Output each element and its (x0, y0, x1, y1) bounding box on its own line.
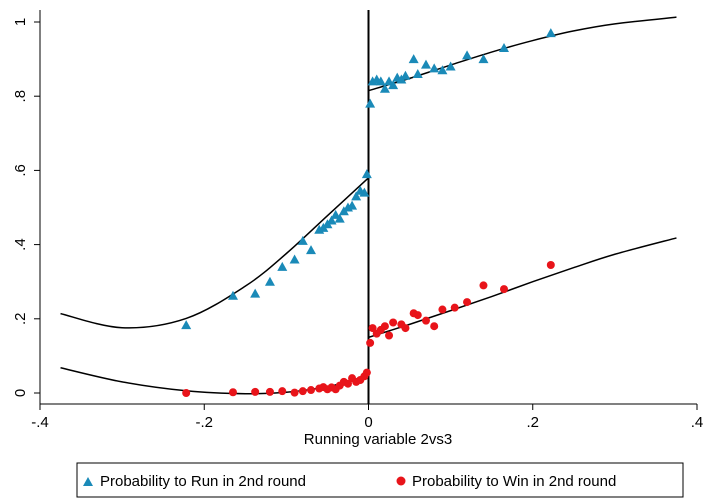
data-point-run (334, 213, 345, 223)
data-point-run (412, 68, 423, 78)
data-point-run (445, 61, 456, 71)
legend-circle-icon (396, 476, 406, 486)
data-point-win (463, 298, 472, 307)
x-axis-title: Running variable 2vs3 (304, 431, 452, 448)
data-point-run (545, 28, 556, 38)
data-point-run (264, 276, 275, 286)
data-point-run (181, 320, 192, 330)
data-point-run (347, 200, 358, 210)
data-point-win (500, 285, 509, 294)
legend: Probability to Run in 2nd round Probabil… (76, 462, 684, 498)
data-point-win (450, 303, 459, 312)
data-point-win (430, 322, 439, 331)
legend-box (76, 462, 684, 498)
data-point-win (228, 388, 237, 397)
data-point-run (379, 83, 390, 93)
data-point-win (438, 305, 447, 314)
data-point-win (278, 387, 287, 396)
data-point-run (306, 245, 317, 255)
data-point-run (359, 187, 370, 197)
data-point-win (546, 261, 555, 270)
data-point-run (297, 235, 308, 245)
x-axis-ticks: -.4 -.2 0 .2 .4 (31, 404, 703, 431)
data-point-run (277, 261, 288, 271)
legend-label-win: Probability to Win in 2nd round (412, 473, 616, 490)
data-point-win (290, 388, 299, 397)
data-point-win (298, 387, 307, 396)
data-point-win (307, 386, 316, 395)
x-tick-label: -.4 (31, 414, 49, 431)
data-point-run (429, 63, 440, 73)
x-tick-label: 0 (364, 414, 372, 431)
data-point-run (250, 288, 261, 298)
data-point-win (413, 311, 422, 320)
fit-curve-run-left (60, 177, 370, 329)
y-tick-label: .4 (12, 238, 29, 251)
data-point-win (251, 387, 260, 396)
y-tick-label: 0 (12, 389, 29, 397)
fit-curve-run-right (368, 16, 677, 92)
data-point-win (479, 281, 488, 290)
plot-area: 0 .2 .4 .6 .8 1 -.4 -.2 0 .2 .4 (12, 10, 703, 431)
scatter-points (181, 28, 556, 397)
x-tick-label: -.2 (195, 414, 213, 431)
data-point-run (462, 50, 473, 60)
data-point-run (289, 254, 300, 264)
data-point-run (375, 76, 386, 86)
data-point-win (380, 322, 389, 331)
data-point-win (366, 338, 375, 347)
data-point-win (385, 331, 394, 340)
data-point-win (389, 318, 398, 327)
y-axis-ticks: 0 .2 .4 .6 .8 1 (12, 18, 40, 397)
data-point-run (365, 98, 376, 108)
data-point-win (421, 316, 430, 325)
data-point-win (343, 379, 352, 388)
fit-curve-win-right (368, 237, 677, 339)
data-point-run (351, 191, 362, 201)
data-point-run (227, 290, 238, 300)
data-point-run (400, 70, 411, 80)
x-tick-label: .4 (691, 414, 704, 431)
data-point-run (326, 215, 337, 225)
data-point-run (420, 59, 431, 69)
y-tick-label: 1 (12, 18, 29, 26)
data-point-win (401, 324, 410, 333)
data-point-win (182, 389, 191, 397)
data-point-win (265, 387, 274, 396)
y-tick-label: .2 (12, 313, 29, 326)
data-point-run (499, 42, 510, 52)
data-point-run (437, 65, 448, 75)
legend-label-run: Probability to Run in 2nd round (100, 473, 306, 490)
y-tick-label: .6 (12, 164, 29, 177)
data-point-run (388, 80, 399, 90)
x-tick-label: .2 (526, 414, 539, 431)
data-point-win (362, 368, 371, 377)
legend-triangle-icon (83, 477, 93, 486)
data-point-win (368, 324, 377, 333)
y-tick-label: .8 (12, 90, 29, 103)
data-point-run (478, 54, 489, 64)
data-point-run (408, 54, 419, 64)
data-point-run (361, 169, 372, 179)
